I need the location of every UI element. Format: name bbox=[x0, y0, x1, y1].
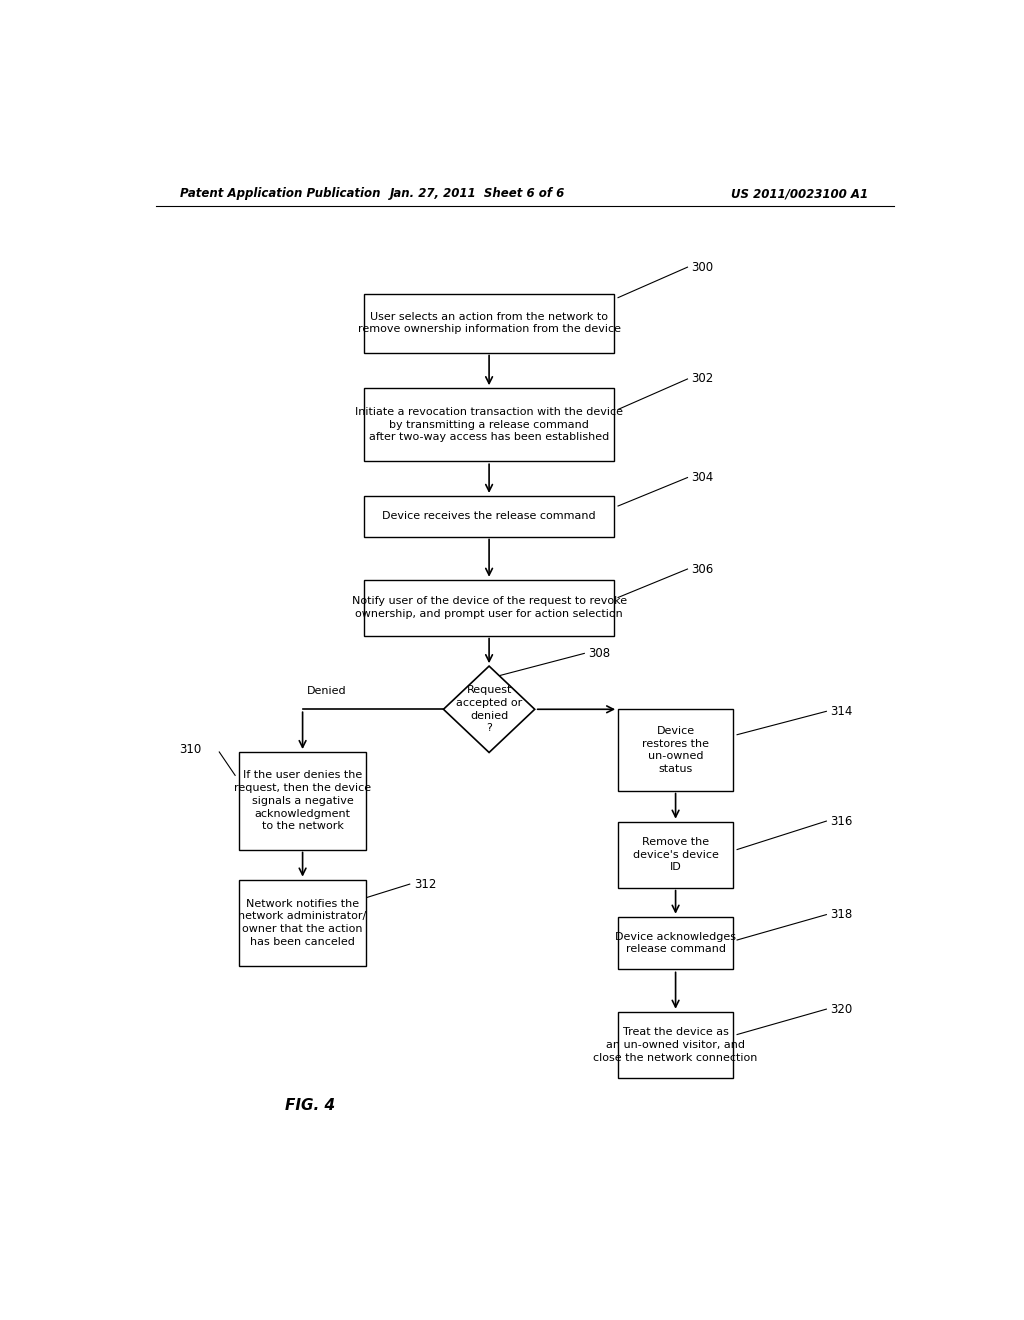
Text: 312: 312 bbox=[414, 878, 436, 891]
FancyBboxPatch shape bbox=[618, 1011, 733, 1077]
Text: Device receives the release command: Device receives the release command bbox=[382, 511, 596, 521]
FancyBboxPatch shape bbox=[618, 709, 733, 791]
Text: 308: 308 bbox=[588, 647, 610, 660]
Text: FIG. 4: FIG. 4 bbox=[286, 1098, 336, 1113]
FancyBboxPatch shape bbox=[240, 752, 367, 850]
Text: Jan. 27, 2011  Sheet 6 of 6: Jan. 27, 2011 Sheet 6 of 6 bbox=[389, 187, 565, 201]
Text: 316: 316 bbox=[830, 814, 853, 828]
FancyBboxPatch shape bbox=[365, 579, 614, 636]
Text: 300: 300 bbox=[691, 260, 714, 273]
Text: Network notifies the
network administrator/
owner that the action
has been cance: Network notifies the network administrat… bbox=[239, 899, 367, 946]
FancyBboxPatch shape bbox=[365, 293, 614, 352]
Text: 314: 314 bbox=[830, 705, 853, 718]
FancyBboxPatch shape bbox=[618, 821, 733, 887]
Text: Remove the
device's device
ID: Remove the device's device ID bbox=[633, 837, 719, 873]
Text: Request
accepted or
denied
?: Request accepted or denied ? bbox=[456, 685, 522, 734]
Text: If the user denies the
request, then the device
signals a negative
acknowledgmen: If the user denies the request, then the… bbox=[234, 770, 371, 832]
FancyBboxPatch shape bbox=[618, 916, 733, 969]
Text: Denied: Denied bbox=[306, 686, 346, 696]
FancyBboxPatch shape bbox=[365, 388, 614, 461]
Text: Patent Application Publication: Patent Application Publication bbox=[179, 187, 380, 201]
Text: 320: 320 bbox=[830, 1003, 853, 1015]
Text: Device acknowledges
release command: Device acknowledges release command bbox=[615, 932, 736, 954]
FancyBboxPatch shape bbox=[365, 496, 614, 536]
FancyBboxPatch shape bbox=[240, 879, 367, 966]
Text: 306: 306 bbox=[691, 562, 714, 576]
Text: 302: 302 bbox=[691, 372, 714, 385]
Text: 310: 310 bbox=[179, 743, 202, 756]
Text: 318: 318 bbox=[830, 908, 853, 921]
Text: Notify user of the device of the request to revoke
ownership, and prompt user fo: Notify user of the device of the request… bbox=[351, 597, 627, 619]
Text: US 2011/0023100 A1: US 2011/0023100 A1 bbox=[731, 187, 868, 201]
Text: User selects an action from the network to
remove ownership information from the: User selects an action from the network … bbox=[357, 312, 621, 334]
Polygon shape bbox=[443, 667, 535, 752]
Text: Initiate a revocation transaction with the device
by transmitting a release comm: Initiate a revocation transaction with t… bbox=[355, 407, 623, 442]
Text: Device
restores the
un-owned
status: Device restores the un-owned status bbox=[642, 726, 709, 774]
Text: 304: 304 bbox=[691, 471, 714, 484]
Text: Treat the device as
an un-owned visitor, and
close the network connection: Treat the device as an un-owned visitor,… bbox=[593, 1027, 758, 1063]
